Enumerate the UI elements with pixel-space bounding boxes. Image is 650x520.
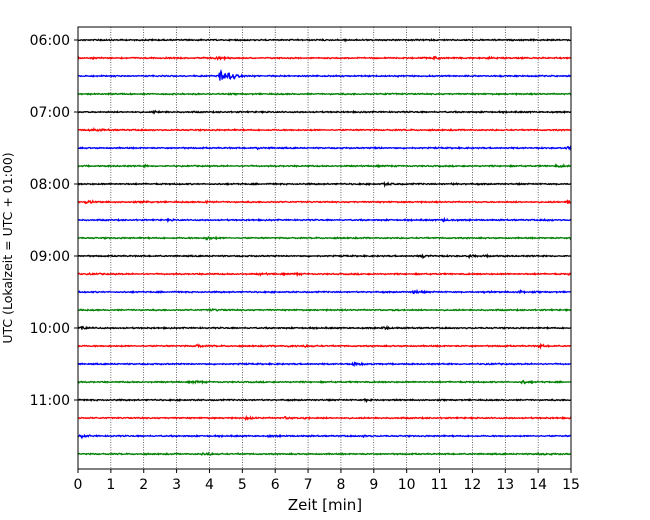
x-tick-label: 3	[172, 477, 181, 493]
trace-0915	[77, 271, 572, 278]
y-tick-label: 06:00	[30, 33, 70, 49]
x-tick-label: 15	[562, 477, 580, 493]
x-tick-label: 10	[398, 477, 416, 493]
trace-0845	[77, 235, 572, 241]
y-tick-label: 11:00	[30, 393, 70, 409]
x-tick-label: 7	[304, 477, 313, 493]
y-axis-label: UTC (Lokalzeit = UTC + 01:00)	[0, 152, 15, 343]
trace-0945	[77, 307, 572, 313]
y-tick-label: 07:00	[30, 105, 70, 121]
y-tick-label: 08:00	[30, 177, 70, 193]
x-tick-label: 6	[271, 477, 280, 493]
trace-1015	[77, 342, 572, 350]
x-tick-label: 2	[139, 477, 148, 493]
x-tick-label: 13	[496, 477, 514, 493]
plot-frame	[77, 26, 572, 470]
trace-0615	[77, 55, 572, 62]
trace-0800	[77, 181, 572, 188]
trace-1045	[77, 379, 572, 385]
x-tick-label: 11	[431, 477, 449, 493]
y-tick-label: 09:00	[30, 249, 70, 265]
trace-0645	[77, 91, 572, 97]
trace-0715	[77, 127, 572, 133]
y-tick-label: 10:00	[30, 321, 70, 337]
trace-1000	[77, 324, 572, 331]
trace-1100	[78, 397, 572, 404]
seismic-traces	[77, 38, 572, 456]
x-tick-label: 8	[336, 477, 345, 493]
trace-0815	[77, 199, 572, 205]
x-tick-label: 14	[529, 477, 547, 493]
trace-0830	[77, 216, 572, 224]
trace-0745	[77, 163, 572, 169]
trace-1130	[77, 433, 572, 440]
x-axis: 0 1 2 3 4 5 6 7 8 9 10 11 12 13 14 15	[74, 469, 580, 493]
y-axis: 06:00 07:00 08:00 09:00 10:00 11:00	[30, 33, 78, 409]
trace-0600	[77, 38, 572, 43]
trace-1115	[77, 414, 572, 422]
x-tick-label: 4	[205, 477, 214, 493]
trace-1145	[77, 451, 572, 456]
x-tick-label: 0	[74, 477, 83, 493]
trace-0730	[77, 145, 572, 151]
x-tick-label: 12	[463, 477, 481, 493]
x-tick-label: 5	[238, 477, 247, 493]
trace-1030	[77, 361, 572, 368]
trace-0700	[77, 109, 572, 115]
x-axis-label: Zeit [min]	[288, 496, 362, 514]
trace-0930	[77, 288, 572, 295]
x-tick-label: 1	[106, 477, 115, 493]
x-tick-label: 9	[369, 477, 378, 493]
trace-0900	[77, 253, 572, 260]
trace-0630	[77, 68, 572, 81]
